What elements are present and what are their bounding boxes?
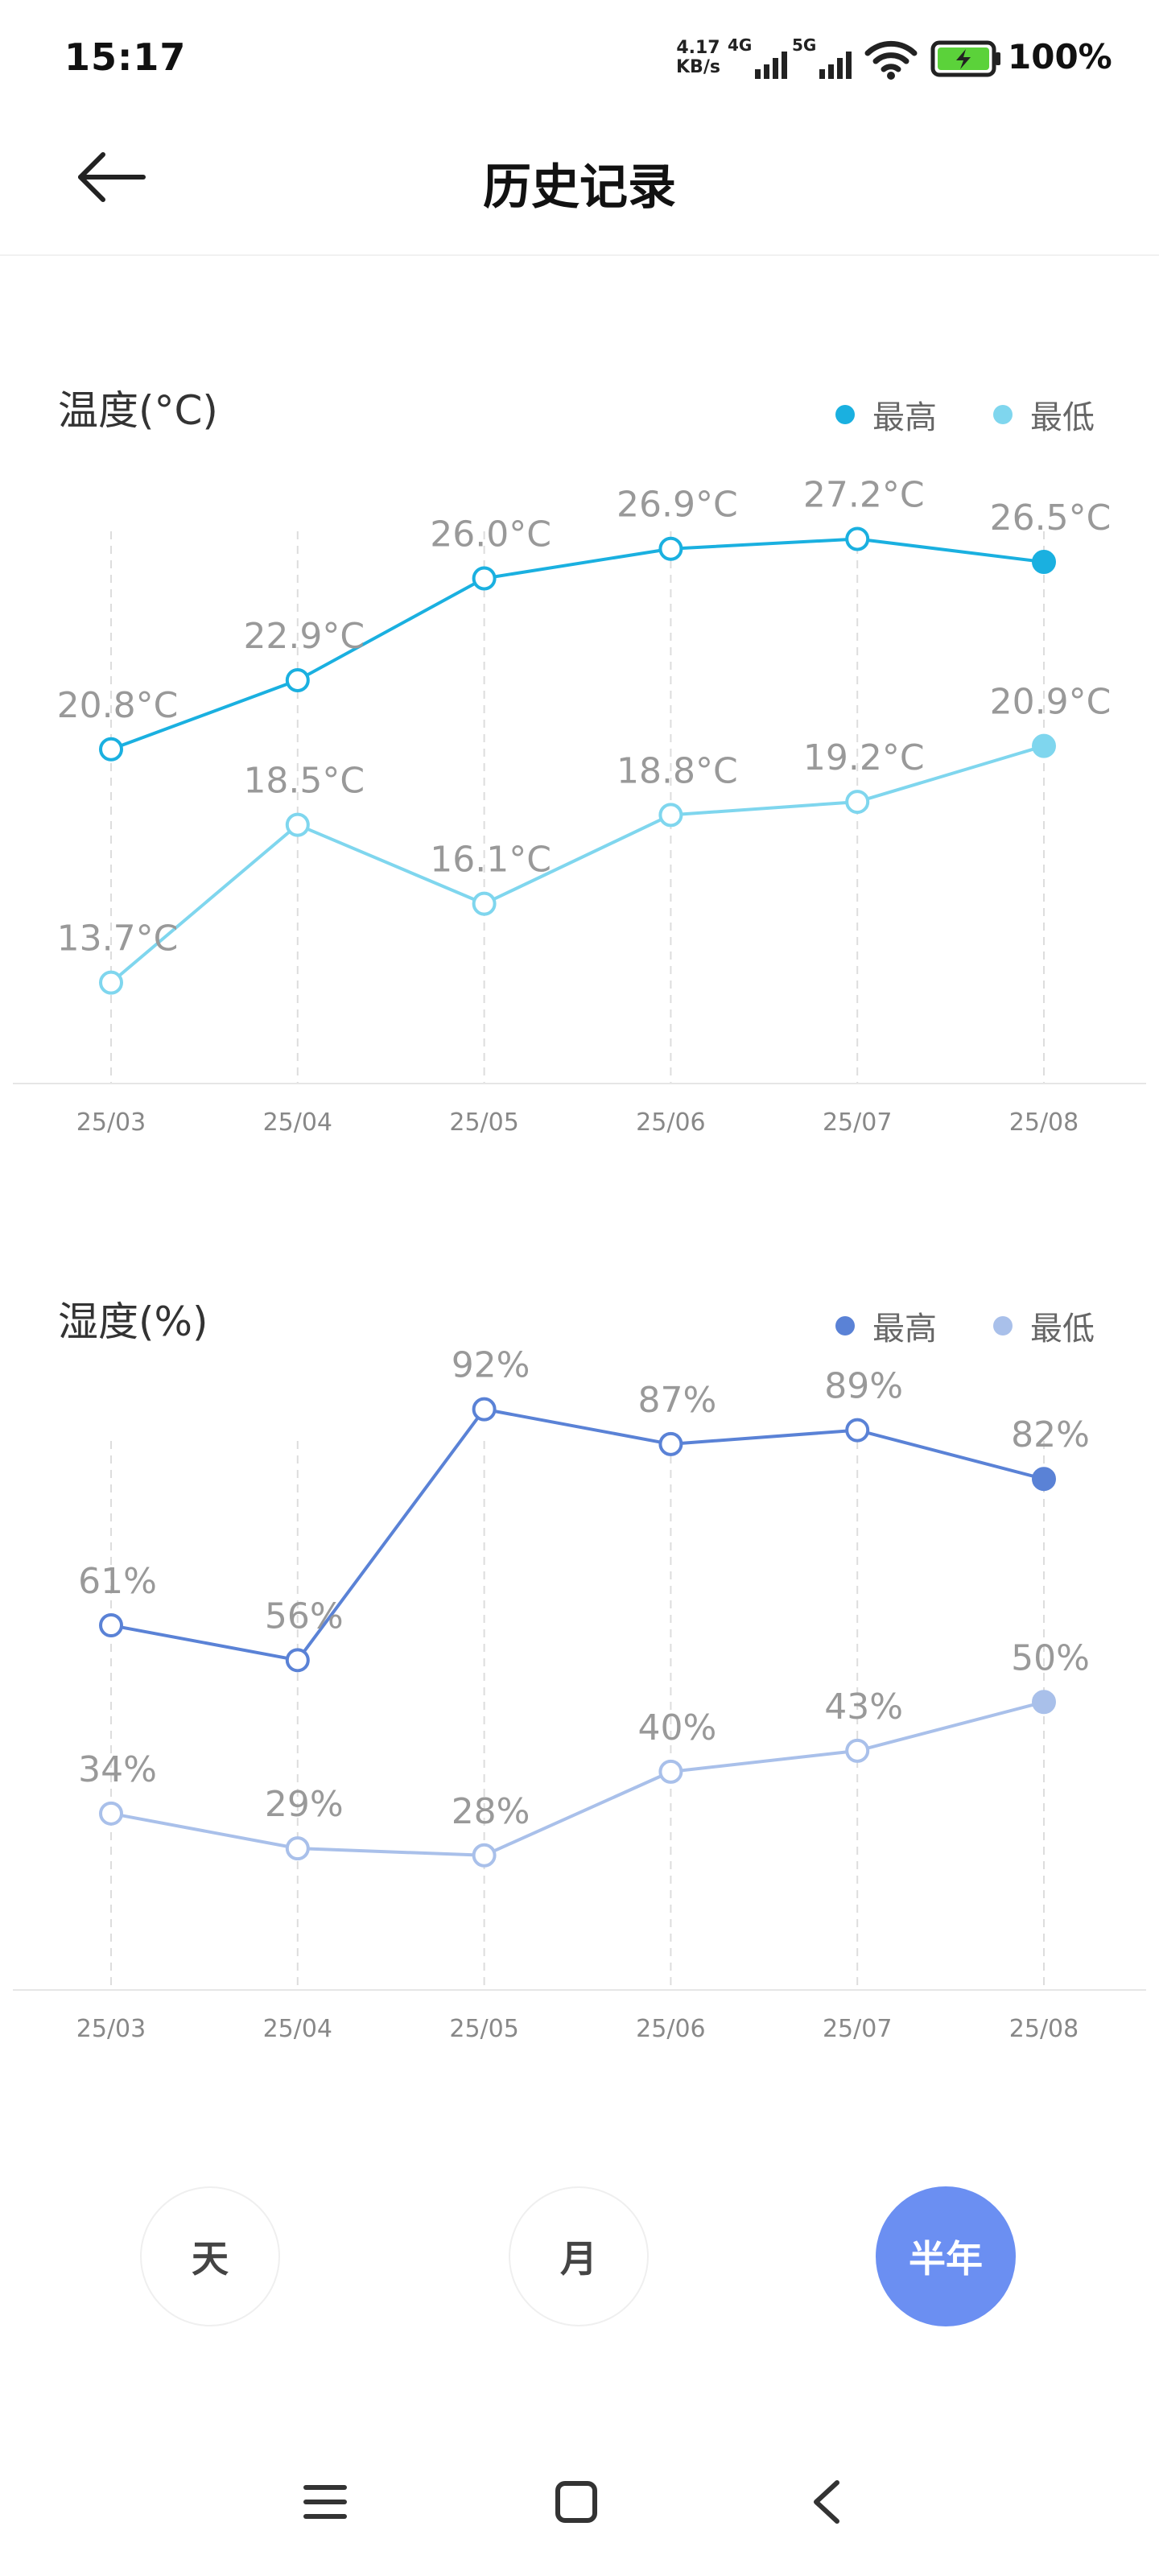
x-tick-label: 25/05 bbox=[449, 1108, 518, 1137]
data-point bbox=[845, 526, 870, 551]
header-divider bbox=[0, 254, 1159, 256]
legend-item-low: 最低 bbox=[993, 1302, 1095, 1349]
data-label: 18.5°C bbox=[243, 761, 365, 802]
data-point bbox=[99, 737, 123, 762]
humidity-title: 湿度(%) bbox=[58, 1298, 208, 1345]
data-label: 26.5°C bbox=[990, 497, 1112, 539]
legend-dot-low bbox=[993, 1316, 1013, 1335]
data-label: 19.2°C bbox=[803, 737, 925, 778]
legend-label-high: 最高 bbox=[872, 399, 937, 436]
data-point bbox=[658, 803, 683, 828]
network-speed: 4.17 KB/s bbox=[676, 39, 720, 77]
sim1-label: 4G bbox=[728, 35, 753, 55]
series-line-low bbox=[109, 744, 1045, 985]
x-tick-label: 25/08 bbox=[1009, 1108, 1079, 1137]
legend-item-high: 最高 bbox=[835, 1302, 937, 1349]
legend-label-low: 最低 bbox=[1030, 1311, 1095, 1348]
legend-item-high: 最高 bbox=[835, 391, 937, 438]
network-speed-value: 4.17 bbox=[676, 38, 720, 58]
back-arrow-icon[interactable] bbox=[72, 145, 153, 209]
data-point bbox=[472, 566, 497, 591]
wifi-icon bbox=[864, 40, 918, 80]
data-point bbox=[1032, 733, 1056, 758]
battery-charging-icon bbox=[930, 40, 1000, 77]
legend-dot-low bbox=[993, 405, 1013, 424]
data-label: 27.2°C bbox=[803, 474, 925, 515]
x-tick-label: 25/04 bbox=[263, 1108, 332, 1137]
data-label: 26.9°C bbox=[617, 485, 738, 526]
data-label: 26.0°C bbox=[430, 514, 551, 555]
data-point bbox=[472, 891, 497, 916]
x-tick-label: 25/06 bbox=[636, 1108, 705, 1137]
legend-dot-high bbox=[835, 405, 855, 424]
data-label: 16.1°C bbox=[430, 840, 551, 881]
temperature-legend: 最高 最低 bbox=[779, 391, 1095, 438]
data-point bbox=[845, 790, 870, 815]
legend-label-high: 最高 bbox=[872, 1311, 937, 1348]
data-label: 20.8°C bbox=[57, 685, 179, 726]
series-line-high bbox=[110, 537, 1045, 751]
data-label: 13.7°C bbox=[57, 919, 179, 960]
data-point bbox=[285, 812, 310, 837]
period-button-day[interactable]: 天 bbox=[140, 2186, 280, 2326]
x-tick-label: 25/07 bbox=[823, 1108, 892, 1137]
page-title: 历史记录 bbox=[483, 159, 676, 216]
data-label: 22.9°C bbox=[243, 616, 365, 657]
data-point bbox=[1032, 550, 1056, 575]
period-button-half-year[interactable]: 半年 bbox=[876, 2186, 1016, 2326]
sim2-label: 5G bbox=[792, 35, 817, 55]
legend-label-low: 最低 bbox=[1030, 399, 1095, 436]
data-label: 20.9°C bbox=[990, 682, 1112, 723]
home-icon[interactable] bbox=[554, 2479, 599, 2524]
temperature-title: 温度(°C) bbox=[58, 387, 218, 434]
x-tick-label: 25/03 bbox=[76, 1108, 146, 1137]
battery-percent: 100% bbox=[1008, 37, 1112, 76]
back-icon[interactable] bbox=[805, 2479, 850, 2524]
status-time: 15:17 bbox=[64, 35, 187, 79]
legend-dot-high bbox=[835, 1316, 855, 1335]
data-label: 18.8°C bbox=[617, 750, 738, 791]
network-speed-unit: KB/s bbox=[676, 57, 720, 77]
data-point bbox=[99, 970, 123, 995]
humidity-legend: 最高 最低 bbox=[779, 1302, 1095, 1349]
data-point bbox=[658, 536, 683, 561]
data-point bbox=[285, 668, 310, 693]
period-button-month[interactable]: 月 bbox=[509, 2186, 649, 2326]
menu-icon[interactable] bbox=[303, 2479, 348, 2524]
legend-item-low: 最低 bbox=[993, 391, 1095, 438]
